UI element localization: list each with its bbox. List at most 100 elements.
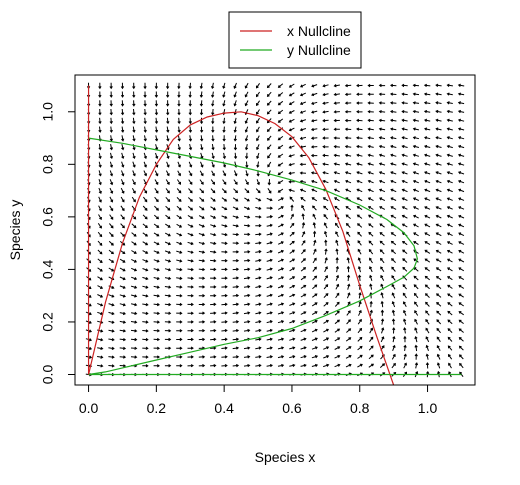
field-arrow: [401, 92, 408, 96]
field-arrow: [232, 311, 240, 315]
field-arrow: [402, 249, 408, 254]
field-arrow: [458, 188, 465, 193]
field-arrow: [277, 135, 284, 141]
field-arrow: [130, 329, 138, 333]
field-arrow: [176, 285, 183, 289]
field-arrow: [153, 364, 160, 368]
field-arrow: [392, 327, 396, 334]
field-arrow: [153, 223, 160, 228]
field-arrow: [459, 371, 464, 377]
field-arrow: [378, 127, 386, 131]
field-arrow: [357, 274, 362, 281]
field-arrow: [199, 108, 204, 116]
field-arrow: [367, 101, 374, 105]
field-arrow: [198, 363, 206, 368]
field-arrow: [403, 344, 407, 351]
field-arrow: [334, 310, 340, 316]
field-arrow: [266, 249, 273, 254]
field-arrow: [98, 152, 102, 160]
field-arrow: [108, 303, 115, 307]
field-arrow: [98, 179, 102, 186]
field-arrow: [356, 118, 363, 123]
field-arrow: [311, 346, 318, 350]
field-arrow: [391, 318, 396, 325]
field-arrow: [176, 214, 182, 219]
field-arrow: [435, 127, 442, 131]
field-arrow: [356, 197, 363, 202]
field-arrow: [232, 197, 239, 202]
field-arrow: [288, 145, 295, 149]
field-arrow: [108, 311, 115, 316]
field-arrow: [97, 285, 104, 289]
field-arrow: [346, 257, 350, 264]
field-arrow: [244, 82, 249, 89]
field-arrow: [369, 274, 373, 281]
field-arrow: [344, 118, 352, 123]
field-arrow: [378, 109, 386, 114]
field-arrow: [177, 108, 181, 116]
field-arrow: [414, 353, 418, 360]
field-arrow: [401, 118, 408, 122]
field-arrow: [379, 197, 386, 202]
field-arrow: [164, 268, 172, 272]
field-arrow: [311, 311, 318, 316]
field-arrow: [368, 240, 374, 246]
field-arrow: [211, 161, 215, 168]
field-arrow: [301, 249, 306, 255]
field-arrow: [401, 206, 408, 210]
field-arrow: [344, 92, 352, 97]
field-arrow: [436, 310, 442, 316]
field-arrow: [300, 355, 307, 359]
field-arrow: [446, 223, 453, 228]
field-arrow: [255, 337, 262, 341]
field-arrow: [131, 276, 138, 281]
field-arrow: [403, 327, 407, 334]
field-arrow: [142, 232, 149, 237]
field-arrow: [176, 320, 183, 324]
field-arrow: [288, 163, 295, 167]
field-arrow: [290, 204, 294, 211]
field-arrow: [390, 197, 397, 201]
field-arrow: [109, 126, 113, 133]
field-arrow: [187, 214, 194, 219]
field-arrow: [256, 126, 260, 133]
field-arrow: [243, 215, 251, 219]
field-arrow: [299, 110, 306, 114]
field-arrow: [390, 171, 397, 175]
field-arrow: [412, 109, 420, 114]
field-arrow: [255, 250, 262, 254]
field-arrow: [142, 303, 149, 307]
field-arrow: [369, 336, 374, 342]
field-arrow: [154, 100, 159, 107]
field-arrow: [310, 127, 318, 132]
field-arrow: [119, 294, 126, 298]
field-arrow: [289, 231, 295, 237]
field-arrow: [210, 233, 217, 237]
field-arrow: [119, 311, 126, 316]
field-arrow: [446, 197, 453, 201]
field-arrow: [457, 118, 465, 122]
field-arrow: [153, 346, 160, 350]
field-arrow: [109, 205, 114, 212]
field-arrow: [153, 241, 160, 246]
field-arrow: [255, 206, 262, 210]
field-arrow: [222, 126, 226, 133]
field-arrow: [334, 328, 341, 333]
field-arrow: [221, 224, 228, 228]
field-arrow: [312, 284, 318, 290]
field-arrow: [277, 355, 285, 359]
field-arrow: [322, 84, 329, 88]
field-arrow: [301, 222, 306, 229]
field-arrow: [457, 136, 465, 140]
field-arrow: [299, 154, 307, 158]
field-arrow: [221, 232, 228, 237]
field-arrow: [435, 267, 442, 272]
x-nullcline-line: [88, 111, 395, 386]
field-arrow: [369, 309, 373, 317]
field-arrow: [356, 110, 363, 114]
field-arrow: [176, 205, 182, 211]
field-arrow: [277, 223, 284, 228]
field-arrow: [435, 179, 442, 184]
field-arrow: [153, 285, 160, 289]
field-arrow: [267, 144, 272, 150]
